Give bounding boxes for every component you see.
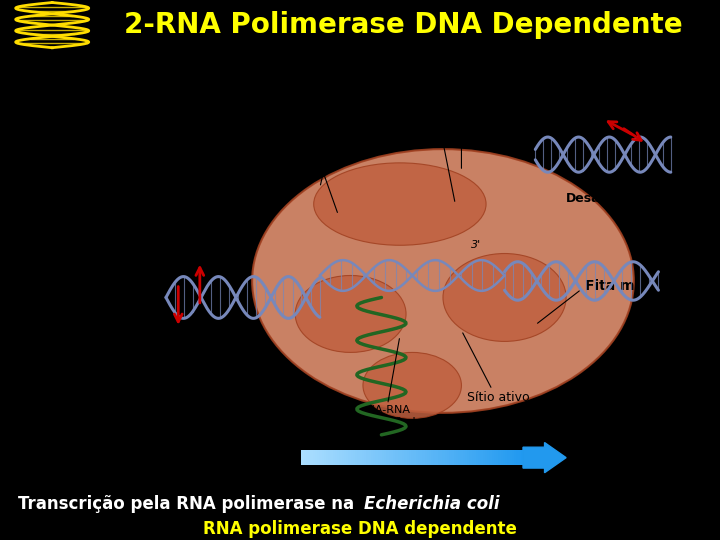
Ellipse shape — [252, 149, 634, 413]
Text: Re-anelamento: Re-anelamento — [114, 197, 233, 211]
FancyArrow shape — [523, 442, 566, 472]
Text: Bolha de transcrição: Bolha de transcrição — [317, 75, 471, 88]
Text: Fita
codificadora: Fita codificadora — [246, 100, 332, 127]
Text: 2-RNA Polimerase DNA Dependente: 2-RNA Polimerase DNA Dependente — [124, 11, 683, 39]
Ellipse shape — [314, 163, 486, 245]
Text: RNA
polimerase: RNA polimerase — [427, 100, 496, 127]
Text: 3': 3' — [150, 312, 158, 321]
Ellipse shape — [443, 253, 566, 341]
Text: 5': 5' — [150, 267, 158, 278]
Text: DNA: DNA — [127, 289, 149, 300]
Text: RNA: RNA — [319, 427, 340, 437]
Text: DNA-RNA
híbrido, 8 pb: DNA-RNA híbrido, 8 pb — [349, 404, 420, 427]
Ellipse shape — [363, 353, 462, 418]
Text: Transcrição pela RNA polimerase na: Transcrição pela RNA polimerase na — [18, 495, 360, 513]
Text: Desanelamento: Desanelamento — [566, 192, 675, 205]
Ellipse shape — [295, 275, 406, 353]
Text: RNA polimerase DNA dependente: RNA polimerase DNA dependente — [203, 520, 517, 538]
Text: 3': 3' — [471, 240, 481, 250]
Text: Direção da transcrição: Direção da transcrição — [323, 468, 501, 482]
Text: Echerichia coli: Echerichia coli — [364, 495, 499, 513]
Text: Fita molde: Fita molde — [585, 280, 667, 293]
Text: 5': 5' — [359, 435, 367, 445]
Text: Sítio ativo: Sítio ativo — [467, 391, 530, 404]
